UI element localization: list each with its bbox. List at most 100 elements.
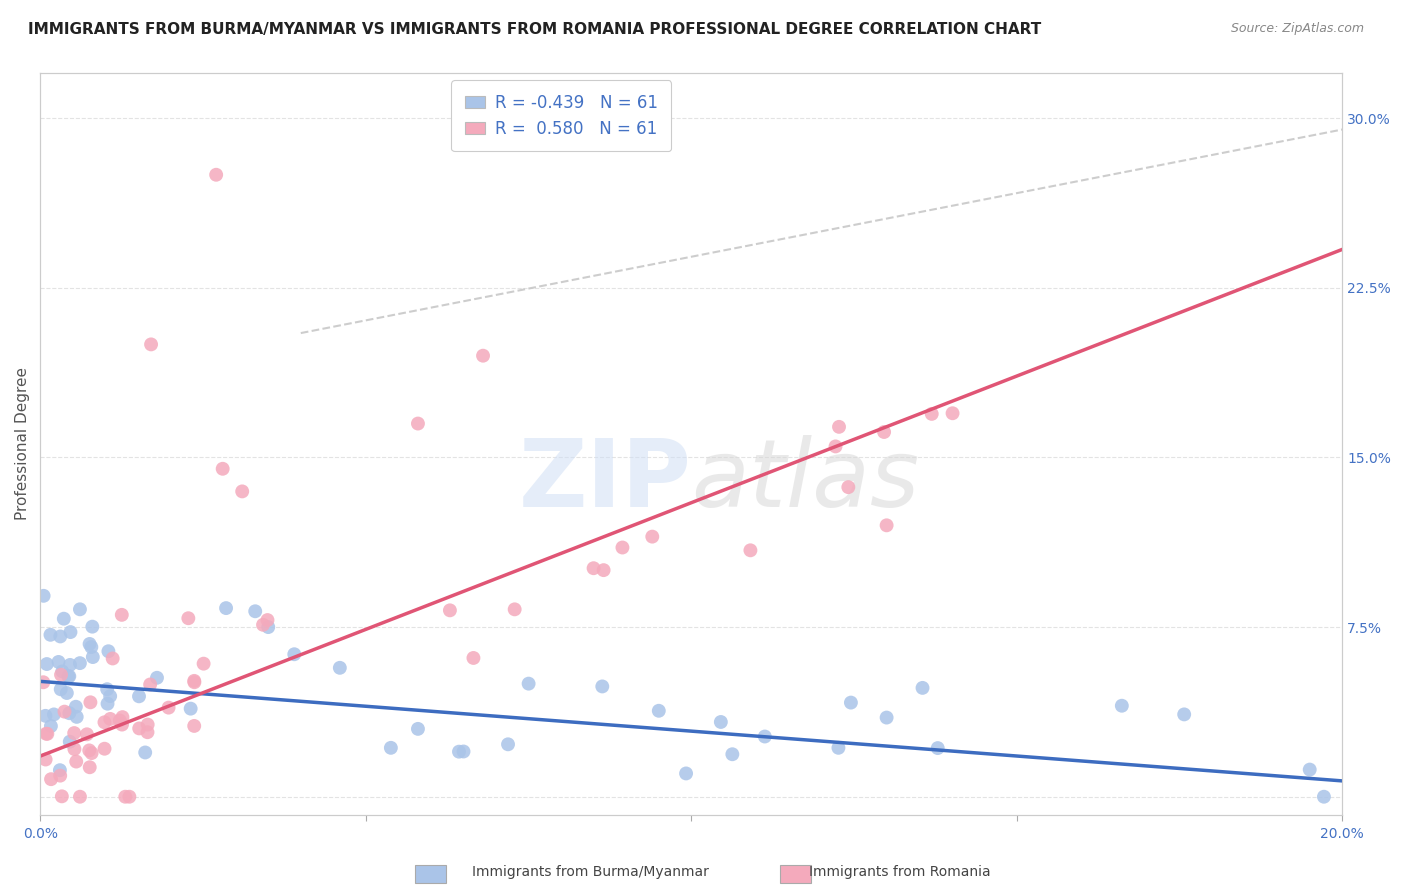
Point <box>49 769 72 783</box>
Point <box>245 604 267 618</box>
Point <box>136 717 159 731</box>
Text: IMMIGRANTS FROM BURMA/MYANMAR VS IMMIGRANTS FROM ROMANIA PROFESSIONAL DEGREE COR: IMMIGRANTS FROM BURMA/MYANMAR VS IMMIGRA… <box>28 22 1042 37</box>
Point <box>710 714 733 729</box>
Point <box>648 704 671 718</box>
Point <box>108 714 131 728</box>
Point <box>79 695 101 709</box>
Point <box>380 740 402 755</box>
Point <box>139 337 162 351</box>
Point <box>1173 707 1195 722</box>
Point <box>49 682 72 697</box>
Point <box>463 651 485 665</box>
Point <box>503 602 526 616</box>
Point <box>80 640 103 654</box>
Point <box>79 760 101 774</box>
Point <box>58 669 80 683</box>
Text: Source: ZipAtlas.com: Source: ZipAtlas.com <box>1230 22 1364 36</box>
Text: atlas: atlas <box>692 435 920 526</box>
Point <box>283 647 305 661</box>
Point <box>406 722 429 736</box>
Point <box>827 740 849 755</box>
Point <box>58 669 80 683</box>
Point <box>754 730 776 744</box>
Point <box>740 543 762 558</box>
Point <box>69 789 91 804</box>
Point <box>496 737 519 751</box>
Point <box>1299 763 1322 777</box>
Point <box>118 789 141 804</box>
Point <box>183 719 205 733</box>
Point <box>69 656 91 670</box>
Point <box>49 630 72 644</box>
Point <box>876 518 898 533</box>
Point <box>873 425 896 439</box>
Point <box>592 563 614 577</box>
Point <box>97 644 120 658</box>
Point <box>517 676 540 690</box>
Y-axis label: Professional Degree: Professional Degree <box>15 368 30 520</box>
Point <box>51 665 73 679</box>
Point <box>42 707 65 722</box>
Point <box>58 706 80 721</box>
Point <box>82 650 104 665</box>
Point <box>139 677 162 691</box>
Point <box>641 530 664 544</box>
Point <box>876 710 898 724</box>
Point <box>921 407 943 421</box>
Point <box>65 755 87 769</box>
Point <box>329 661 352 675</box>
Point <box>406 417 429 431</box>
Point <box>96 682 118 697</box>
Point <box>63 726 86 740</box>
Point <box>257 620 280 634</box>
Point <box>157 700 180 714</box>
Point <box>93 741 115 756</box>
Point <box>49 763 72 777</box>
Point <box>79 637 101 651</box>
Point <box>111 710 134 724</box>
Point <box>35 727 58 741</box>
Point <box>205 168 228 182</box>
Point <box>35 657 58 671</box>
Point <box>134 746 156 760</box>
Point <box>453 744 475 758</box>
Point <box>941 406 963 420</box>
Point <box>82 620 104 634</box>
Point <box>80 746 103 760</box>
Point <box>183 673 205 688</box>
Point <box>53 705 76 719</box>
Point <box>252 617 274 632</box>
Point <box>472 349 495 363</box>
Point <box>837 480 859 494</box>
Point <box>34 709 56 723</box>
Point <box>612 541 634 555</box>
Point <box>231 484 253 499</box>
Point <box>56 686 79 700</box>
Point <box>927 741 949 756</box>
Point <box>1111 698 1133 713</box>
Point <box>59 735 82 749</box>
Point <box>675 766 697 780</box>
Point <box>96 697 118 711</box>
Point <box>77 743 100 757</box>
Point <box>911 681 934 695</box>
Point <box>34 752 56 766</box>
Point <box>59 657 82 672</box>
Point <box>69 602 91 616</box>
Point <box>52 612 75 626</box>
Point <box>65 699 87 714</box>
Point <box>39 628 62 642</box>
Point <box>48 655 70 669</box>
Point <box>591 680 613 694</box>
Point <box>49 667 72 681</box>
Point <box>51 789 73 804</box>
Point <box>839 696 862 710</box>
Point <box>183 675 205 690</box>
Point <box>76 727 98 741</box>
Point <box>828 420 851 434</box>
Point <box>37 727 59 741</box>
Point <box>824 439 846 453</box>
Point <box>136 725 159 739</box>
Point <box>93 715 115 730</box>
Point <box>98 712 121 726</box>
